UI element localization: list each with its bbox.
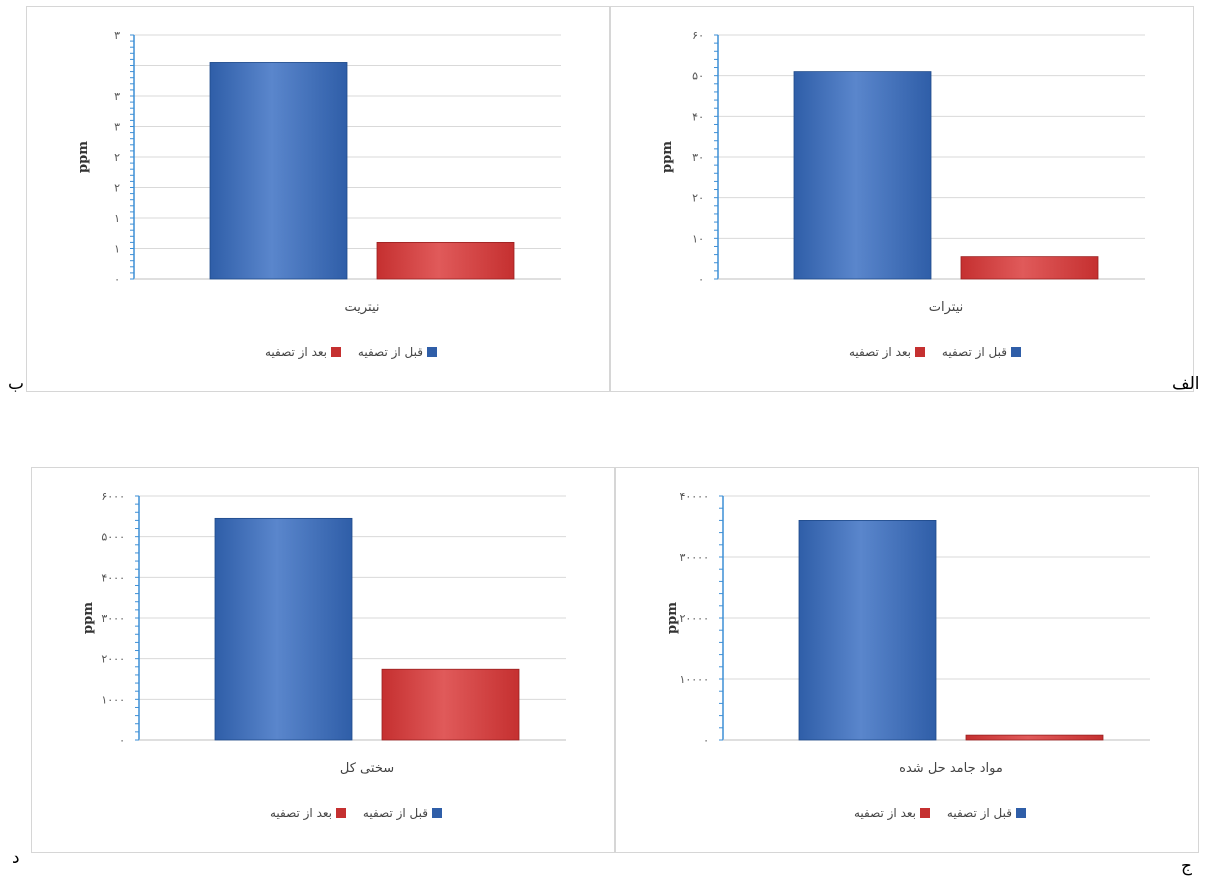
y-axis-label: ppm	[660, 141, 675, 173]
panel-label-c: ج	[1181, 856, 1192, 876]
chart-panel-nitrite: ۰ ۱ ۱ ۲ ۲ ۳ ۳ ۳ ppm نیتریت قبل از تصفیه بعد از تصفی…	[26, 6, 610, 392]
legend-label-before: قبل از تصفیه	[947, 806, 1012, 821]
y-tick-label: ۲۰۰۰۰	[679, 612, 709, 625]
x-category-label: مواد جامد حل شده	[899, 761, 1003, 776]
x-category-label: سختی کل	[340, 761, 394, 776]
bar-after-treatment	[965, 734, 1104, 741]
bar-after-treatment	[381, 668, 520, 741]
y-tick-label: ۱۰۰۰	[101, 693, 125, 706]
y-tick-label: ۶۰۰۰	[101, 490, 125, 503]
bar-before-treatment	[798, 520, 937, 741]
y-tick-label: ۶۰	[692, 29, 704, 42]
y-tick-label: ۰	[119, 734, 125, 747]
chart-panel-hardness: ۰ ۱۰۰۰ ۲۰۰۰ ۳۰۰۰ ۴۰۰۰ ۵۰۰۰ ۶۰۰۰ ppm سختی کل قبل ا…	[31, 467, 615, 853]
legend-label-after: بعد از تصفیه	[854, 806, 916, 821]
y-tick-label: ۳	[114, 121, 120, 134]
y-tick-label: ۰	[114, 273, 120, 286]
legend-swatch-before	[1011, 347, 1021, 357]
legend-swatch-before	[1016, 808, 1026, 818]
y-tick-label: ۳	[114, 29, 120, 42]
x-category-label: نیتریت	[344, 300, 379, 315]
y-axis-label: ppm	[81, 602, 96, 634]
y-tick-label: ۱۰۰۰۰	[679, 673, 709, 686]
chart-panel-tds: ۰ ۱۰۰۰۰ ۲۰۰۰۰ ۳۰۰۰۰ ۴۰۰۰۰ ppm مواد جامد حل شده…	[615, 467, 1199, 853]
panel-label-a: الف	[1172, 374, 1200, 394]
y-tick-label: ۰	[703, 734, 709, 747]
legend-label-before: قبل از تصفیه	[942, 345, 1007, 360]
legend-swatch-after	[920, 808, 930, 818]
y-tick-label: ۳۰۰۰۰	[679, 551, 709, 564]
chart-tds: ۰ ۱۰۰۰۰ ۲۰۰۰۰ ۳۰۰۰۰ ۴۰۰۰۰ ppm مواد جامد حل شده…	[665, 490, 1150, 821]
x-category-label: نیترات	[929, 300, 964, 315]
y-tick-label: ۳	[114, 90, 120, 103]
panel-label-d: د	[12, 848, 20, 868]
panel-label-b: ب	[8, 374, 25, 394]
y-tick-label: ۱۰	[692, 232, 704, 245]
y-tick-label: ۴۰	[692, 110, 704, 123]
legend-swatch-after	[331, 347, 341, 357]
y-tick-label: ۲۰	[692, 192, 704, 205]
chart-hardness: ۰ ۱۰۰۰ ۲۰۰۰ ۳۰۰۰ ۴۰۰۰ ۵۰۰۰ ۶۰۰۰ ppm سختی کل قبل ا…	[81, 490, 566, 821]
y-tick-label: ۵۰۰۰	[101, 531, 125, 544]
y-tick-label: ۱	[114, 212, 120, 225]
y-tick-label: ۴۰۰۰	[101, 571, 125, 584]
legend-label-before: قبل از تصفیه	[363, 806, 428, 821]
y-axis-label: ppm	[76, 141, 91, 173]
bar-before-treatment	[209, 62, 348, 280]
bar-after-treatment	[960, 256, 1099, 280]
chart-panel-nitrate: ۰ ۱۰ ۲۰ ۳۰ ۴۰ ۵۰ ۶۰ ppm نیترات قبل از تصفیه بعد از…	[610, 6, 1194, 392]
y-tick-label: ۲	[114, 151, 120, 164]
legend-swatch-before	[432, 808, 442, 818]
bar-after-treatment	[376, 241, 515, 280]
chart-nitrite: ۰ ۱ ۱ ۲ ۲ ۳ ۳ ۳ ppm نیتریت قبل از تصفیه بعد از تصفی…	[76, 29, 561, 360]
y-tick-label: ۵۰	[692, 70, 704, 83]
legend-label-after: بعد از تصفیه	[270, 806, 332, 821]
legend-label-after: بعد از تصفیه	[265, 345, 327, 360]
bar-before-treatment	[214, 517, 353, 741]
bar-before-treatment	[793, 71, 932, 280]
y-tick-label: ۲	[114, 182, 120, 195]
legend-swatch-before	[427, 347, 437, 357]
chart-nitrate: ۰ ۱۰ ۲۰ ۳۰ ۴۰ ۵۰ ۶۰ ppm نیترات قبل از تصفیه بعد از…	[660, 29, 1145, 360]
legend-label-before: قبل از تصفیه	[358, 345, 423, 360]
y-tick-label: ۲۰۰۰	[101, 653, 125, 666]
y-tick-label: ۳۰	[692, 151, 704, 164]
y-tick-label: ۴۰۰۰۰	[679, 490, 709, 503]
y-tick-label: ۳۰۰۰	[101, 612, 125, 625]
legend-swatch-after	[336, 808, 346, 818]
y-axis-label: ppm	[665, 602, 680, 634]
legend-swatch-after	[915, 347, 925, 357]
legend-label-after: بعد از تصفیه	[849, 345, 911, 360]
y-tick-label: ۱	[114, 243, 120, 256]
y-tick-label: ۰	[698, 273, 704, 286]
